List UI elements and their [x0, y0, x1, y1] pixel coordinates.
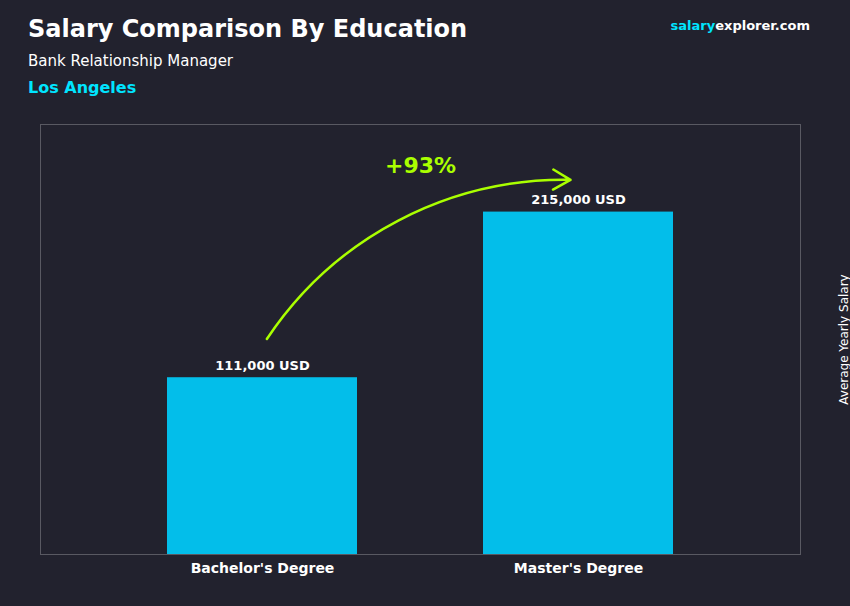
svg-text:Average Yearly Salary: Average Yearly Salary: [837, 274, 850, 404]
svg-text:111,000 USD: 111,000 USD: [215, 358, 310, 373]
html-text:Bank Relationship Manager: Bank Relationship Manager: [28, 52, 233, 70]
svg-text:Master's Degree: Master's Degree: [514, 560, 643, 576]
html-text:Salary Comparison By Education: Salary Comparison By Education: [28, 15, 468, 43]
svg-text:Bachelor's Degree: Bachelor's Degree: [191, 560, 335, 576]
svg-text:+93%: +93%: [385, 153, 456, 178]
svg-text:215,000 USD: 215,000 USD: [531, 192, 626, 207]
html-text:salary explorer.com: salary explorer.com: [670, 18, 810, 33]
html-text:Los Angeles: Los Angeles: [28, 78, 137, 97]
